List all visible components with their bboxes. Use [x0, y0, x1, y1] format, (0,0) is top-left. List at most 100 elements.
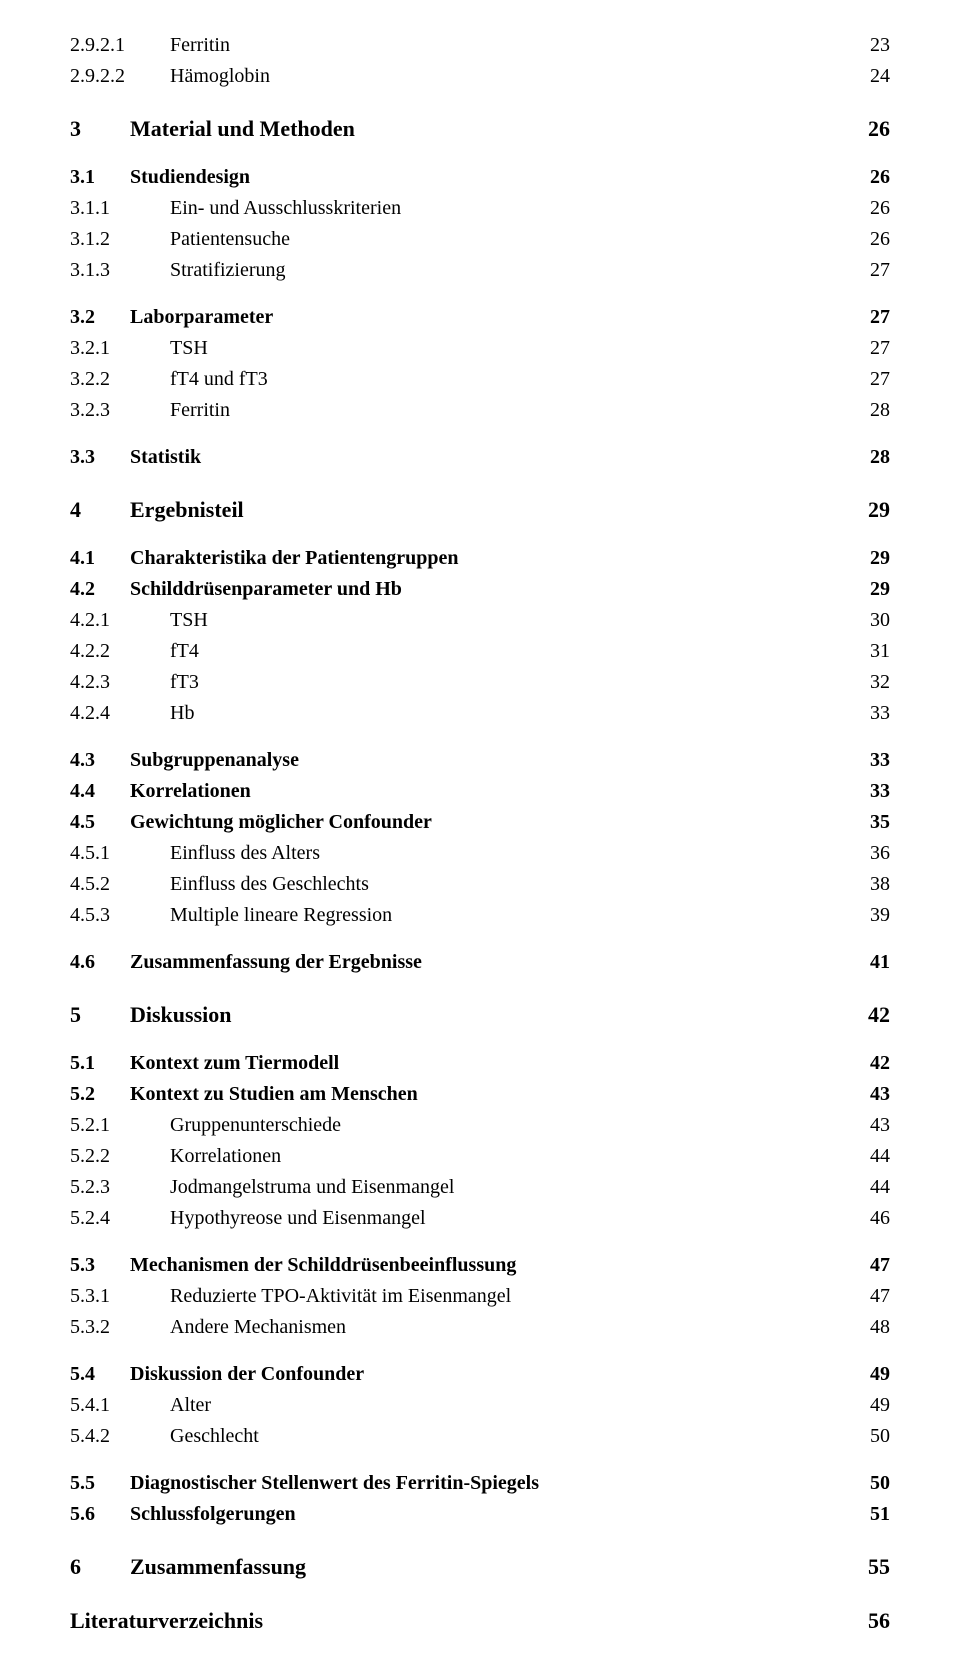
toc-entry-number: 4 [70, 493, 130, 527]
toc-entry-page: 30 [870, 605, 890, 636]
toc-entry-page: 43 [870, 1079, 890, 1110]
toc-entry-number: 3.3 [70, 442, 130, 473]
toc-entry-page: 47 [870, 1250, 890, 1281]
toc-spacer [70, 1584, 890, 1604]
toc-entry-page: 39 [870, 900, 890, 931]
toc-spacer [70, 978, 890, 998]
toc-entry-title: Schlussfolgerungen [130, 1499, 296, 1530]
toc-spacer [70, 1234, 890, 1250]
toc-entry-title: Jodmangelstruma und Eisenmangel [170, 1172, 454, 1203]
toc-entry: 4.4Korrelationen33 [70, 776, 890, 807]
toc-entry-title: TSH [170, 605, 208, 636]
toc-entry: 5.6Schlussfolgerungen51 [70, 1499, 890, 1530]
toc-entry: 5.2.1Gruppenunterschiede43 [70, 1110, 890, 1141]
toc-entry-page: 27 [870, 333, 890, 364]
toc-entry-number: 3 [70, 112, 130, 146]
toc-entry-number: 5.4.1 [70, 1390, 170, 1421]
toc-entry: 4.2.2fT431 [70, 636, 890, 667]
toc-entry: 5.3Mechanismen der Schilddrüsenbeeinflus… [70, 1250, 890, 1281]
toc-entry-title: Einfluss des Geschlechts [170, 869, 369, 900]
toc-entry-page: 56 [868, 1604, 890, 1638]
toc-entry-title: Literaturverzeichnis [70, 1604, 263, 1638]
toc-entry: 5.4.2Geschlecht50 [70, 1421, 890, 1452]
toc-entry-title: Statistik [130, 442, 201, 473]
toc-entry-number: 3.2 [70, 302, 130, 333]
toc-entry-title: Mechanismen der Schilddrüsenbeeinflussun… [130, 1250, 516, 1281]
toc-page: 2.9.2.1Ferritin232.9.2.2Hämoglobin243Mat… [0, 0, 960, 1678]
toc-entry-title: Reduzierte TPO-Aktivität im Eisenmangel [170, 1281, 511, 1312]
toc-entry: 4.5.2Einfluss des Geschlechts38 [70, 869, 890, 900]
toc-entry-page: 27 [870, 302, 890, 333]
toc-entry-number: 5.4.2 [70, 1421, 170, 1452]
toc-spacer [70, 92, 890, 112]
toc-entry-number: 3.2.1 [70, 333, 170, 364]
toc-spacer [70, 1530, 890, 1550]
toc-entry-number: 2.9.2.1 [70, 30, 170, 61]
toc-entry: 3.2.3Ferritin28 [70, 395, 890, 426]
toc-entry-number: 5.2 [70, 1079, 130, 1110]
toc-entry-page: 36 [870, 838, 890, 869]
toc-entry-page: 49 [870, 1390, 890, 1421]
toc-entry: 3.1.1Ein- und Ausschlusskriterien26 [70, 193, 890, 224]
toc-entry-title: Stratifizierung [170, 255, 286, 286]
toc-entry: 3.1.3Stratifizierung27 [70, 255, 890, 286]
toc-entry-page: 24 [870, 61, 890, 92]
toc-entry-title: TSH [170, 333, 208, 364]
toc-entry-number: 3.1 [70, 162, 130, 193]
toc-entry: 5.2.4Hypothyreose und Eisenmangel46 [70, 1203, 890, 1234]
toc-entry: 3.2.1TSH 27 [70, 333, 890, 364]
toc-entry-title: Hypothyreose und Eisenmangel [170, 1203, 426, 1234]
toc-entry-page: 27 [870, 364, 890, 395]
toc-entry-page: 23 [870, 30, 890, 61]
toc-entry-number: 3.2.3 [70, 395, 170, 426]
toc-entry: 5.4Diskussion der Confounder49 [70, 1359, 890, 1390]
toc-entry-title: Subgruppenanalyse [130, 745, 299, 776]
toc-entry-page: 44 [870, 1141, 890, 1172]
toc-entry-title: Kontext zum Tiermodell [130, 1048, 339, 1079]
toc-entry-title: Material und Methoden [130, 112, 355, 146]
toc-entry-number: 5.6 [70, 1499, 130, 1530]
toc-entry-title: Korrelationen [130, 776, 251, 807]
toc-spacer [70, 1032, 890, 1048]
toc-entry-number: 5.2.3 [70, 1172, 170, 1203]
toc-entry-page: 55 [868, 1550, 890, 1584]
toc-entry-number: 4.6 [70, 947, 130, 978]
toc-entry-number: 5.2.1 [70, 1110, 170, 1141]
toc-entry-title: Gruppenunterschiede [170, 1110, 341, 1141]
toc-entry-number: 5.2.4 [70, 1203, 170, 1234]
toc-entry-title: Zusammenfassung [130, 1550, 306, 1584]
toc-spacer [70, 527, 890, 543]
toc-entry: 5.2.3Jodmangelstruma und Eisenmangel44 [70, 1172, 890, 1203]
toc-entry: 3.3Statistik28 [70, 442, 890, 473]
toc-entry-page: 29 [870, 543, 890, 574]
toc-entry-title: Charakteristika der Patientengruppen [130, 543, 459, 574]
toc-entry-number: 4.4 [70, 776, 130, 807]
toc-entry: 5Diskussion42 [70, 998, 890, 1032]
toc-entry-title: Schilddrüsenparameter und Hb [130, 574, 402, 605]
toc-entry-title: Laborparameter [130, 302, 273, 333]
toc-entry-title: fT4 und fT3 [170, 364, 268, 395]
toc-entry-number: 3.1.2 [70, 224, 170, 255]
toc-entry-number: 5.3.1 [70, 1281, 170, 1312]
toc-entry-title: Diagnostischer Stellenwert des Ferritin-… [130, 1468, 539, 1499]
toc-entry-number: 4.5.1 [70, 838, 170, 869]
toc-entry: 3.1Studiendesign26 [70, 162, 890, 193]
toc-entry: 4.6Zusammenfassung der Ergebnisse41 [70, 947, 890, 978]
toc-entry-page: 29 [868, 493, 890, 527]
toc-entry-title: Ein- und Ausschlusskriterien [170, 193, 401, 224]
toc-entry-title: Andere Mechanismen [170, 1312, 346, 1343]
toc-entry-number: 5.4 [70, 1359, 130, 1390]
toc-entry-title: Korrelationen [170, 1141, 281, 1172]
toc-entry-number: 4.5.2 [70, 869, 170, 900]
toc-entry-number: 5 [70, 998, 130, 1032]
toc-entry-page: 26 [870, 162, 890, 193]
toc-entry-page: 27 [870, 255, 890, 286]
toc-spacer [70, 146, 890, 162]
toc-spacer [70, 1452, 890, 1468]
toc-entry: 3.1.2Patientensuche26 [70, 224, 890, 255]
toc-entry-page: 42 [870, 1048, 890, 1079]
toc-entry-number: 4.2.1 [70, 605, 170, 636]
toc-entry-number: 5.2.2 [70, 1141, 170, 1172]
toc-entry: 4.3Subgruppenanalyse33 [70, 745, 890, 776]
toc-entry: 2.9.2.2Hämoglobin24 [70, 61, 890, 92]
